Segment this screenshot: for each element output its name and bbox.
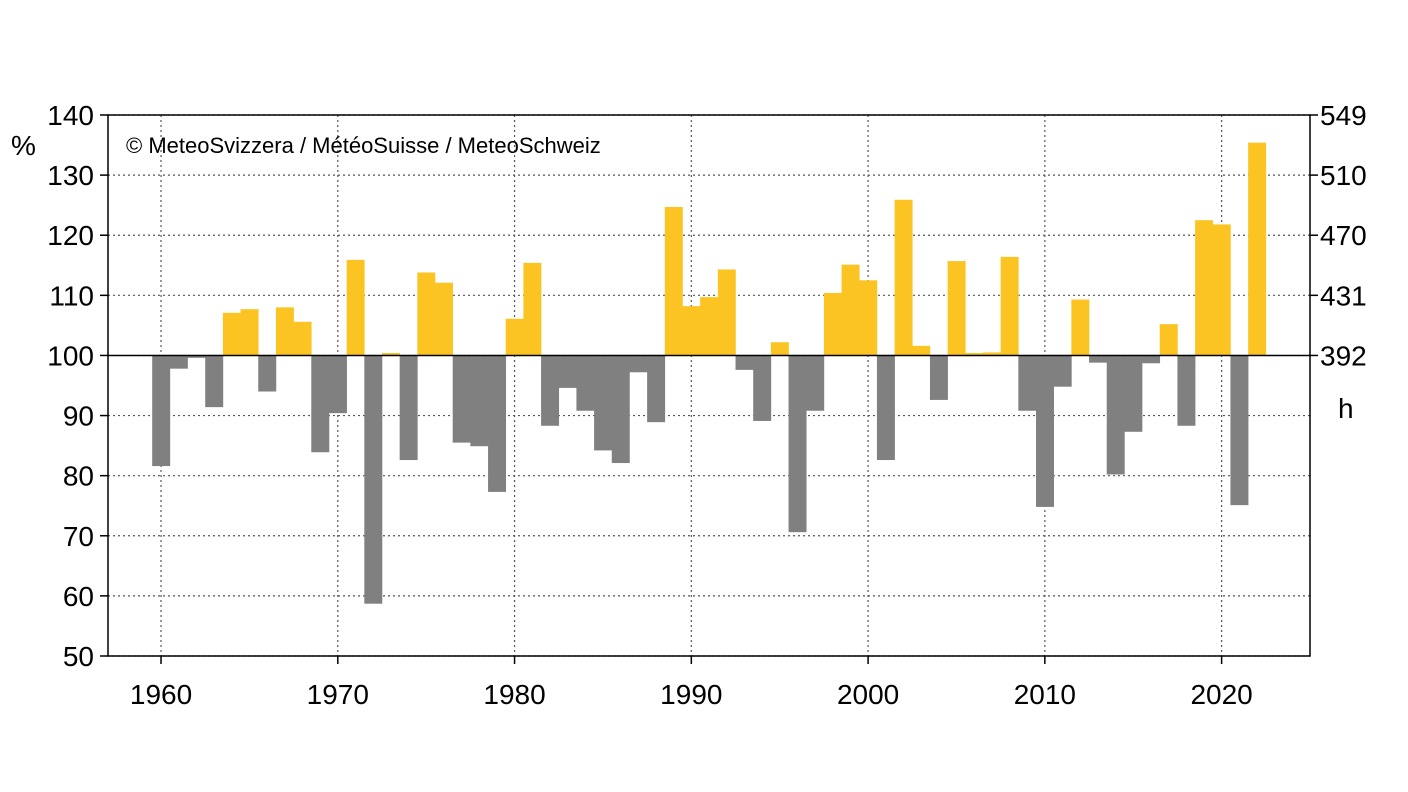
bar-2000	[859, 280, 878, 356]
x-tick-label: 1970	[307, 679, 369, 710]
bar-1980	[505, 318, 524, 356]
bar-2001	[876, 355, 895, 461]
bar-2004	[929, 355, 948, 400]
bar-2007	[982, 352, 1001, 356]
y-tick-label-left: 130	[47, 160, 94, 191]
bar-1995	[770, 342, 789, 356]
bar-2014	[1106, 355, 1125, 475]
bar-2002	[894, 199, 913, 356]
bar-1973	[381, 353, 400, 356]
x-tick-label: 1980	[483, 679, 545, 710]
y-tick-label-right: 470	[1320, 220, 1367, 251]
bar-1984	[576, 355, 595, 411]
bar-2010	[1036, 355, 1054, 507]
bar-1987	[629, 355, 648, 373]
bar-1988	[647, 355, 666, 423]
y-tick-label-right: 549	[1320, 100, 1367, 131]
y-tick-label-left: 90	[63, 401, 94, 432]
bar-2020	[1212, 224, 1231, 356]
bar-1990	[682, 306, 701, 356]
bar-1971	[346, 259, 365, 356]
bar-2021	[1230, 355, 1249, 506]
bar-1960	[152, 355, 171, 467]
copyright-text: © MeteoSvizzera / MétéoSuisse / MeteoSch…	[126, 133, 601, 158]
y-axis-right-label: h	[1338, 393, 1354, 424]
bar-1974	[399, 355, 418, 461]
x-tick-label: 1960	[130, 679, 192, 710]
y-axis-right: 392 431 470 510 549	[1310, 100, 1367, 371]
bar-1989	[664, 206, 683, 356]
bar-1972	[364, 355, 383, 604]
x-tick-label: 1990	[660, 679, 722, 710]
bar-1969	[311, 355, 330, 453]
x-axis: 1960 1970 1980 1990 2000 2010 2020	[130, 656, 1253, 710]
bar-1964	[222, 312, 241, 356]
bar-2017	[1159, 324, 1178, 356]
y-tick-label-left: 110	[49, 280, 94, 311]
bar-1997	[806, 355, 825, 411]
y-tick-label-left: 100	[47, 340, 94, 371]
bar-2013	[1089, 355, 1108, 363]
bar-2015	[1124, 355, 1143, 432]
y-tick-label-left: 140	[47, 100, 94, 131]
bars	[152, 142, 1267, 604]
bar-2016	[1142, 355, 1161, 364]
bar-1986	[611, 355, 630, 464]
bar-1994	[753, 355, 772, 421]
bar-1977	[452, 355, 471, 443]
plot-frame	[107, 114, 1311, 657]
bar-2011	[1053, 355, 1072, 387]
bar-2003	[912, 345, 931, 356]
bar-1992	[717, 269, 736, 356]
bar-2005	[947, 261, 966, 356]
y-tick-label-left: 120	[47, 220, 94, 251]
bar-1970	[328, 355, 347, 414]
bar-2019	[1195, 220, 1214, 356]
bar-1993	[735, 355, 754, 370]
bar-1996	[788, 355, 807, 533]
y-tick-label-left: 80	[63, 461, 94, 492]
x-tick-label: 2010	[1014, 679, 1076, 710]
bar-1982	[541, 355, 560, 426]
y-tick-label-left: 50	[63, 641, 94, 672]
bar-1979	[488, 355, 507, 492]
bar-1963	[205, 355, 224, 408]
bar-1967	[275, 307, 294, 356]
bar-2006	[965, 353, 984, 356]
y-tick-label-right: 392	[1320, 340, 1367, 371]
bar-1966	[258, 355, 277, 392]
y-tick-label-right: 431	[1320, 280, 1367, 311]
bar-1965	[240, 309, 259, 356]
x-tick-label: 2020	[1190, 679, 1252, 710]
bar-1983	[558, 355, 577, 388]
bar-1962	[187, 355, 206, 358]
y-tick-label-right: 510	[1320, 160, 1367, 191]
y-tick-label-left: 60	[63, 581, 94, 612]
bar-1998	[823, 292, 842, 356]
x-tick-label: 2000	[837, 679, 899, 710]
y-tick-label-left: 70	[63, 521, 94, 552]
bar-2008	[1000, 256, 1019, 356]
bar-2018	[1177, 355, 1196, 426]
bar-1981	[523, 262, 542, 356]
y-axis-left-label: %	[11, 130, 36, 161]
y-axis-left: 50 60 70 80 90 100 110 120 130 140	[47, 100, 108, 672]
bar-2009	[1018, 355, 1037, 411]
bar-1985	[594, 355, 613, 451]
bar-1991	[700, 297, 719, 356]
bar-1961	[169, 355, 188, 369]
bar-2012	[1071, 299, 1090, 356]
bar-1978	[470, 355, 489, 447]
bar-2022	[1248, 142, 1267, 356]
bar-1968	[293, 321, 312, 356]
bar-1999	[841, 264, 860, 356]
bar-1975	[417, 272, 436, 356]
bar-1976	[435, 282, 453, 356]
